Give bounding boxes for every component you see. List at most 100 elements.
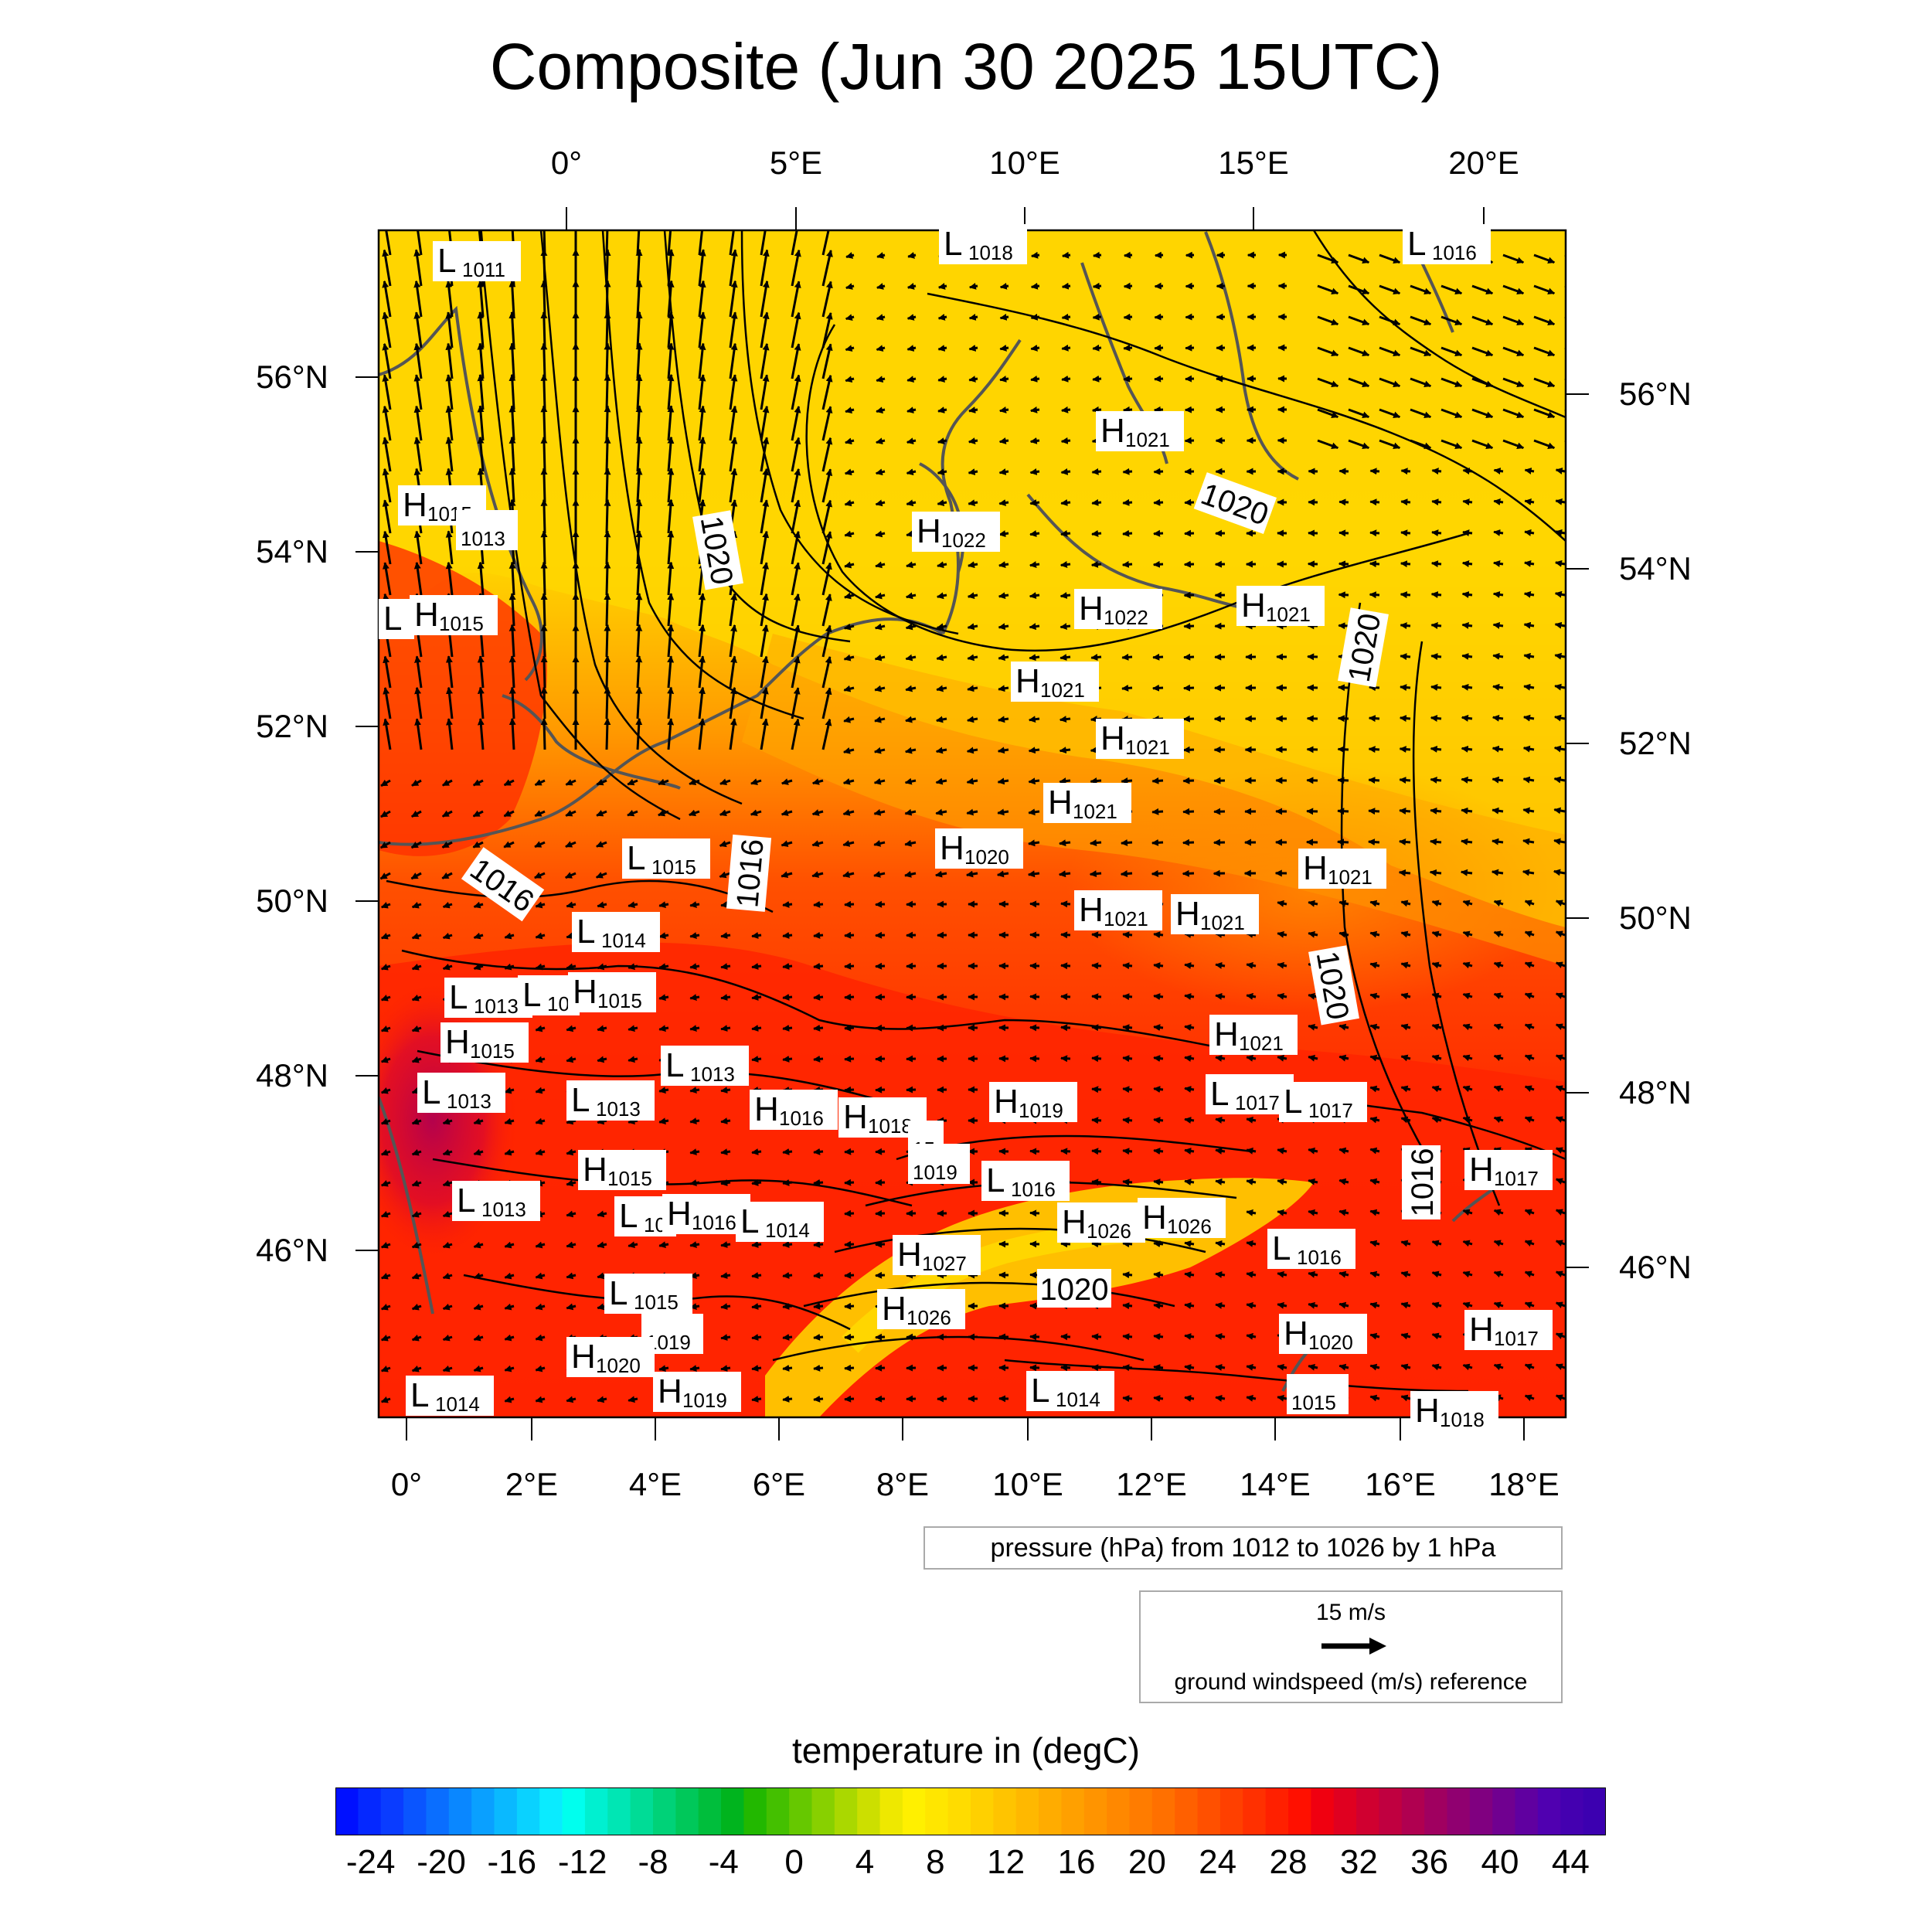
wind-arrow xyxy=(1492,838,1504,845)
wind-arrow xyxy=(380,779,391,787)
wind-arrow xyxy=(791,687,801,719)
wind-arrow xyxy=(760,530,770,565)
wind-arrow xyxy=(751,994,762,1001)
wind-arrow xyxy=(968,468,978,476)
pressure-center: L 1016 xyxy=(981,1161,1070,1201)
wind-arrow xyxy=(1461,560,1473,567)
pressure-center: 1013 xyxy=(456,510,518,550)
wind-arrow xyxy=(698,374,706,410)
wind-arrow xyxy=(1400,653,1411,661)
wind-arrow xyxy=(1121,653,1133,661)
pressure-center-type: H xyxy=(1214,1015,1239,1053)
wind-arrow xyxy=(1431,930,1442,938)
wind-arrow xyxy=(1369,529,1380,537)
wind-arrow xyxy=(596,841,607,848)
wind-arrow xyxy=(1091,993,1102,1001)
wind-arrow xyxy=(445,280,454,318)
wind-arrow xyxy=(540,249,548,287)
wind-arrow xyxy=(873,777,886,785)
wind-arrow xyxy=(1153,1024,1164,1032)
wind-arrow xyxy=(1091,1364,1102,1372)
wind-arrow xyxy=(821,406,833,441)
wind-arrow xyxy=(667,311,675,349)
wind-arrow xyxy=(873,839,886,847)
wind-arrow xyxy=(1369,560,1380,568)
wind-arrow xyxy=(782,931,793,939)
wind-arrow xyxy=(1092,282,1102,290)
wind-arrow xyxy=(844,962,855,970)
wind-arrow xyxy=(729,468,738,503)
wind-arrow xyxy=(760,687,769,719)
wind-arrow xyxy=(844,468,855,476)
colorbar-swatch xyxy=(925,1787,949,1835)
wind-arrow xyxy=(760,593,769,627)
wind-arrow xyxy=(1277,900,1287,907)
wind-arrow xyxy=(628,1025,638,1032)
colorbar-swatch xyxy=(448,1787,472,1835)
pressure-center: H 1015 xyxy=(440,1022,529,1063)
wind-arrow xyxy=(1059,716,1071,723)
wind-arrow xyxy=(875,1055,886,1063)
wind-arrow xyxy=(1215,1301,1226,1309)
wind-arrow xyxy=(1338,560,1349,568)
pressure-center-value: 1021 xyxy=(1200,911,1245,934)
wind-arrow xyxy=(781,871,793,879)
wind-arrow xyxy=(1153,1055,1164,1063)
wind-arrow xyxy=(442,901,453,909)
wind-arrow xyxy=(1184,1271,1195,1278)
wind-arrow xyxy=(1153,529,1164,537)
wind-arrow xyxy=(999,313,1009,321)
wind-arrow xyxy=(1430,653,1442,660)
wind-arrow xyxy=(628,1056,638,1063)
wind-arrow xyxy=(813,1055,824,1063)
wind-arrow xyxy=(477,311,485,349)
wind-arrow xyxy=(667,624,675,658)
pressure-center-type: H xyxy=(1100,719,1125,757)
wind-arrow xyxy=(1123,344,1133,352)
wind-arrow xyxy=(845,283,855,290)
wind-arrow xyxy=(1153,1333,1164,1341)
colorbar-tick-label: 8 xyxy=(926,1843,945,1881)
pressure-center-type: L xyxy=(944,225,962,263)
wind-arrow xyxy=(667,249,675,287)
pressure-center-value: 1015 xyxy=(634,1291,679,1314)
wind-arrow xyxy=(442,1117,453,1125)
wind-arrow xyxy=(698,342,706,379)
wind-arrow xyxy=(968,282,978,290)
wind-arrow xyxy=(821,281,833,318)
wind-arrow xyxy=(906,561,917,569)
wind-arrow xyxy=(968,376,978,383)
wind-arrow xyxy=(1522,807,1535,815)
wind-arrow xyxy=(411,901,422,909)
wind-arrow xyxy=(1121,684,1133,692)
wind-arrow xyxy=(1184,1395,1195,1402)
wind-arrow xyxy=(781,840,793,847)
wind-arrow xyxy=(1533,439,1556,450)
pressure-center-type: L xyxy=(410,1376,429,1414)
wind-arrow xyxy=(729,230,735,256)
wind-arrow xyxy=(719,809,731,817)
colorbar-swatch xyxy=(811,1787,835,1835)
wind-arrow xyxy=(441,810,453,818)
wind-arrow xyxy=(1523,590,1535,598)
wind-arrow xyxy=(844,499,855,507)
wind-arrow xyxy=(844,592,855,600)
wind-arrow xyxy=(843,654,855,662)
wind-arrow xyxy=(380,1366,391,1372)
wind-arrow xyxy=(1555,560,1566,567)
wind-arrow xyxy=(1182,869,1195,877)
colorbar-swatch xyxy=(1424,1787,1448,1835)
wind-arrow xyxy=(1440,377,1463,388)
colorbar-swatch xyxy=(1333,1787,1357,1835)
wind-arrow xyxy=(698,686,706,719)
pressure-center-type: H xyxy=(1241,587,1266,624)
wind-arrow xyxy=(385,230,392,256)
wind-arrow xyxy=(842,840,855,847)
wind-arrow xyxy=(751,1272,762,1279)
pressure-center: H 1021 xyxy=(1096,411,1184,451)
pressure-center: H 1021 xyxy=(1096,719,1184,759)
wind-arrow xyxy=(1308,1023,1318,1031)
colorbar-swatch xyxy=(1243,1787,1267,1835)
wind-arrow xyxy=(875,1179,886,1186)
wind-arrow xyxy=(383,718,392,750)
